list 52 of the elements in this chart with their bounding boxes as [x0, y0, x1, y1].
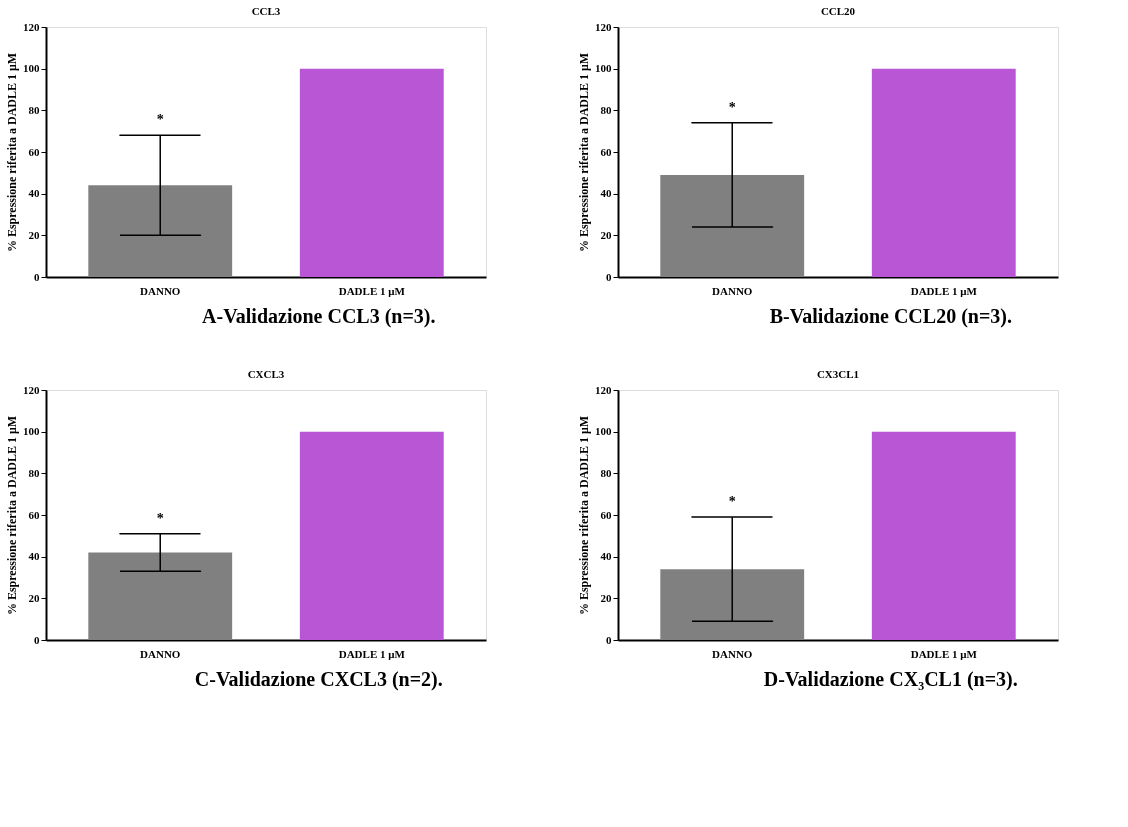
y-axis-title: % Espressione riferita a DADLE 1 μM [5, 415, 19, 616]
y-tick-label: 80 [600, 466, 612, 479]
y-tick-label: 100 [23, 425, 40, 438]
y-tick-label: 60 [28, 145, 40, 158]
chart-title: CCL20 [820, 5, 856, 17]
y-tick-label: 0 [606, 633, 612, 646]
y-tick-label: 40 [28, 550, 40, 563]
y-axis-title: % Espressione riferita a DADLE 1 μM [577, 415, 591, 616]
y-tick-label: 120 [23, 383, 40, 396]
y-tick-label: 120 [595, 383, 612, 396]
chart-title: CCL3 [251, 5, 281, 17]
y-tick-label: 60 [600, 145, 612, 158]
y-axis-title: % Espressione riferita a DADLE 1 μM [577, 52, 591, 253]
y-tick-label: 100 [23, 62, 40, 75]
x-tick-label: DADLE 1 μM [338, 284, 406, 297]
y-tick-label: 80 [28, 103, 40, 116]
y-tick-label: 20 [600, 228, 612, 241]
y-tick-label: 60 [600, 508, 612, 521]
y-tick-label: 20 [28, 591, 40, 604]
y-tick-label: 20 [28, 228, 40, 241]
y-tick-label: 80 [600, 103, 612, 116]
y-axis-title: % Espressione riferita a DADLE 1 μM [5, 52, 19, 253]
annotation: * [728, 494, 736, 510]
y-tick-label: 20 [600, 591, 612, 604]
y-tick-label: 120 [595, 20, 612, 33]
y-tick-label: 100 [595, 425, 612, 438]
y-tick-label: 0 [34, 633, 40, 646]
annotation: * [728, 99, 736, 115]
annotation: * [156, 510, 164, 526]
y-tick-label: 100 [595, 62, 612, 75]
x-tick-label: DADLE 1 μM [910, 284, 978, 297]
x-tick-label: DANNO [712, 284, 753, 297]
text: B-Validazione CCL20 (n=3). [769, 305, 1012, 328]
annotation: * [156, 112, 164, 128]
y-tick-label: 40 [600, 550, 612, 563]
text: C-Validazione CXCL3 (n=2). [194, 668, 443, 691]
x-tick-label: DANNO [712, 647, 753, 660]
text: D-Validazione CX₃CL1 (n=3). [763, 668, 1018, 691]
text: A-Validazione CCL3 (n=3). [202, 305, 436, 328]
y-tick-label: 80 [28, 466, 40, 479]
y-tick-label: 0 [34, 270, 40, 283]
chart-title: CXCL3 [247, 368, 285, 380]
y-tick-label: 60 [28, 508, 40, 521]
x-tick-label: DADLE 1 μM [338, 647, 406, 660]
y-tick-label: 40 [28, 187, 40, 200]
y-tick-label: 0 [606, 270, 612, 283]
x-tick-label: DANNO [140, 284, 181, 297]
chart-title: CX3CL1 [816, 368, 860, 380]
y-tick-label: 120 [23, 20, 40, 33]
y-tick-label: 40 [600, 187, 612, 200]
x-tick-label: DADLE 1 μM [910, 647, 978, 660]
x-tick-label: DANNO [140, 647, 181, 660]
